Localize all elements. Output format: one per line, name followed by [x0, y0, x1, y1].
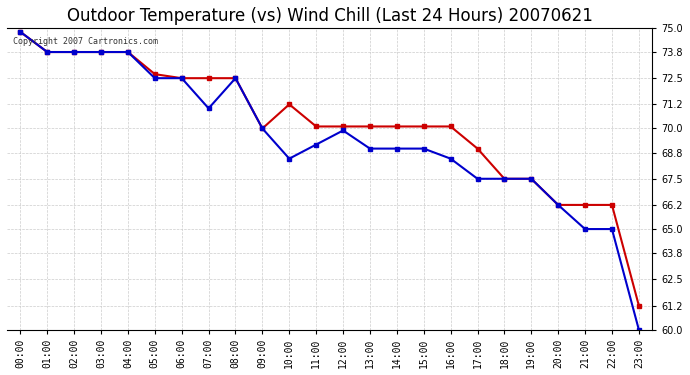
Text: Copyright 2007 Cartronics.com: Copyright 2007 Cartronics.com — [13, 37, 159, 46]
Title: Outdoor Temperature (vs) Wind Chill (Last 24 Hours) 20070621: Outdoor Temperature (vs) Wind Chill (Las… — [67, 7, 593, 25]
